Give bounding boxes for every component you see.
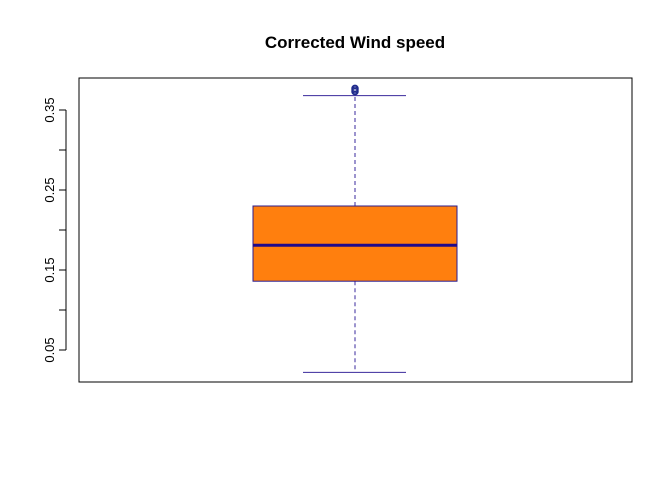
y-tick-label: 0.15 [42, 257, 57, 282]
y-tick-label: 0.25 [42, 177, 57, 202]
y-axis: 0.05 0.15 0.25 0.35 [42, 97, 66, 362]
y-tick-label: 0.05 [42, 337, 57, 362]
box-group [253, 85, 457, 372]
interquartile-box [253, 206, 457, 281]
y-tick-label: 0.35 [42, 97, 57, 122]
chart-title: Corrected Wind speed [265, 33, 445, 52]
